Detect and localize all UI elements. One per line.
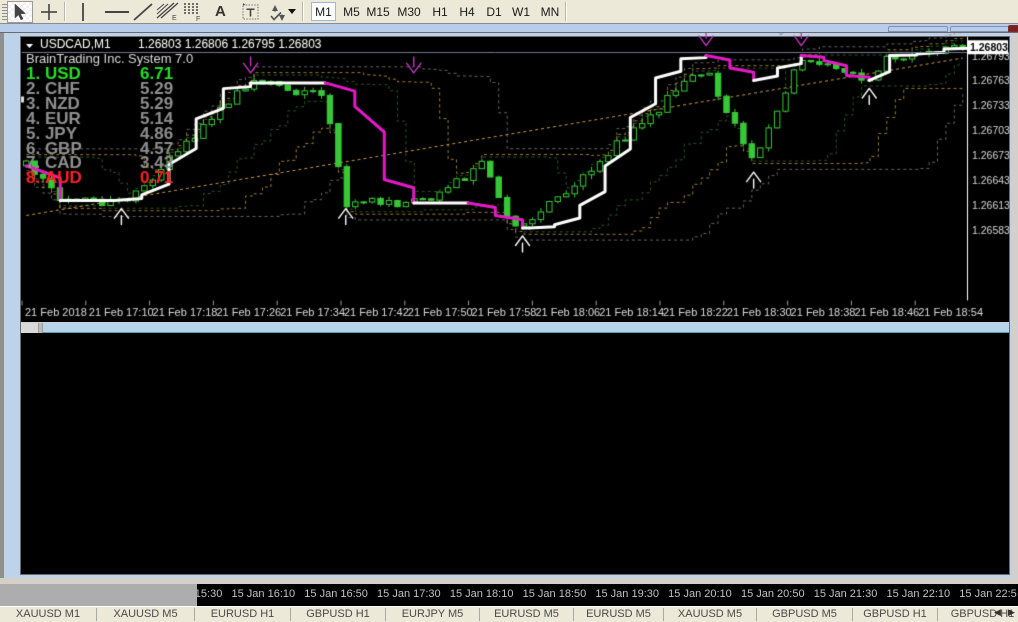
svg-text:E: E [172,15,177,21]
svg-text:F: F [196,16,200,22]
